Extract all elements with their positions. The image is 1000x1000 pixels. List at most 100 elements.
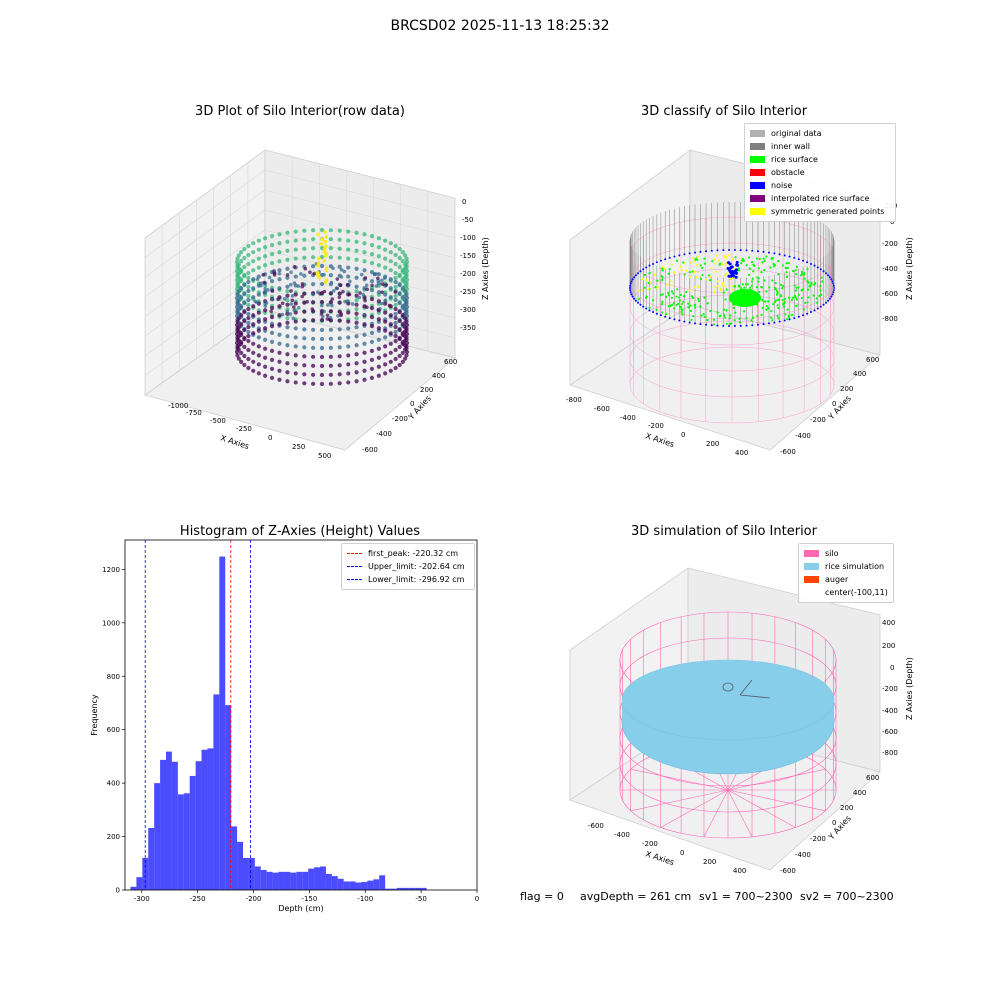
classified-point [810,281,813,284]
raw-point [269,252,275,257]
simulation-legend: silo rice simulation auger center(-100,1… [798,543,894,603]
raw-point [403,253,408,258]
raw-point [388,359,393,364]
raw-point [319,381,325,387]
raw-point [354,334,359,339]
legend-label: first_peak: -220.32 cm [368,549,459,558]
legend-swatch [804,589,819,596]
classified-point [722,281,725,285]
classified-point [677,302,680,306]
raw-point [292,265,297,269]
classified-point [785,271,788,274]
legend-item: auger [804,573,888,586]
classified-point [752,263,755,266]
raw-point [384,283,388,287]
raw-point [235,292,240,297]
raw-point [280,312,285,317]
noise-point [830,295,833,298]
classified-point [741,283,744,286]
raw-point [302,372,307,377]
classified-point [691,296,695,300]
raw-point [400,359,405,364]
raw-point [376,236,381,241]
raw-point [319,299,325,305]
classified-point [716,284,719,288]
raw-point [246,365,251,371]
noise-point [683,320,686,323]
raw-point [369,261,375,266]
legend-item: noise [750,179,890,192]
raw-point [293,362,298,367]
raw-point [362,268,367,273]
legend-item: rice simulation [804,560,888,573]
classified-point [738,321,741,324]
raw-point [388,350,393,355]
raw-point [246,275,251,281]
raw-point [269,315,275,320]
simulation-plot-x-ticks: -600 -400 -200 0 200 400 [588,822,746,875]
raw-xtick: -750 [186,409,202,417]
raw-point [235,337,240,342]
rice-surface-cluster [729,289,761,307]
raw-point [269,366,275,371]
raw-point [341,289,345,294]
classified-point [653,273,656,276]
classified-point [804,301,807,304]
legend-swatch [804,563,819,570]
raw-point [236,316,241,321]
raw-point [376,254,381,259]
noise-point [822,303,825,306]
raw-point [317,275,322,280]
raw-point [236,262,241,267]
raw-point [334,286,339,291]
histogram-bar [319,866,326,890]
noise-point [773,321,776,324]
raw-point [269,324,275,329]
raw-point [256,256,261,261]
raw-point [246,306,251,312]
raw-point [354,307,359,312]
raw-point [376,355,381,360]
classified-point [667,305,670,308]
raw-point [400,340,405,345]
raw-point [383,238,388,243]
sim-ztick: -200 [882,685,898,693]
classified-point [679,305,683,309]
raw-point [403,307,408,312]
raw-point [337,300,342,305]
noise-point [722,249,725,252]
raw-point [403,343,408,348]
classified-point [776,292,779,296]
raw-point [246,261,251,267]
raw-point [246,270,251,276]
classified-point [746,283,749,286]
classified-point [819,289,822,292]
noise-point [735,263,739,267]
raw-point [317,256,321,261]
raw-point [388,368,393,373]
raw-point [239,313,244,318]
classified-point [783,297,787,300]
raw-point [311,255,316,260]
classified-point [670,283,673,286]
classified-point [737,267,740,270]
raw-point [251,304,256,309]
raw-point [354,361,359,366]
classified-point [689,309,693,313]
histogram-bar [290,872,297,890]
classified-point [670,263,673,266]
classified-point [784,266,787,269]
raw-xtick: -250 [236,425,252,433]
classified-point [706,319,709,322]
histogram-bar [213,694,220,890]
raw-point [234,349,240,355]
raw-point [383,344,388,349]
raw-point [403,271,408,276]
classify-ytick: 0 [832,400,836,408]
raw-point [337,295,342,300]
classified-point [673,307,676,310]
noise-point [733,324,736,327]
classified-point [813,282,817,285]
raw-point [239,250,244,255]
classified-point [728,317,731,320]
